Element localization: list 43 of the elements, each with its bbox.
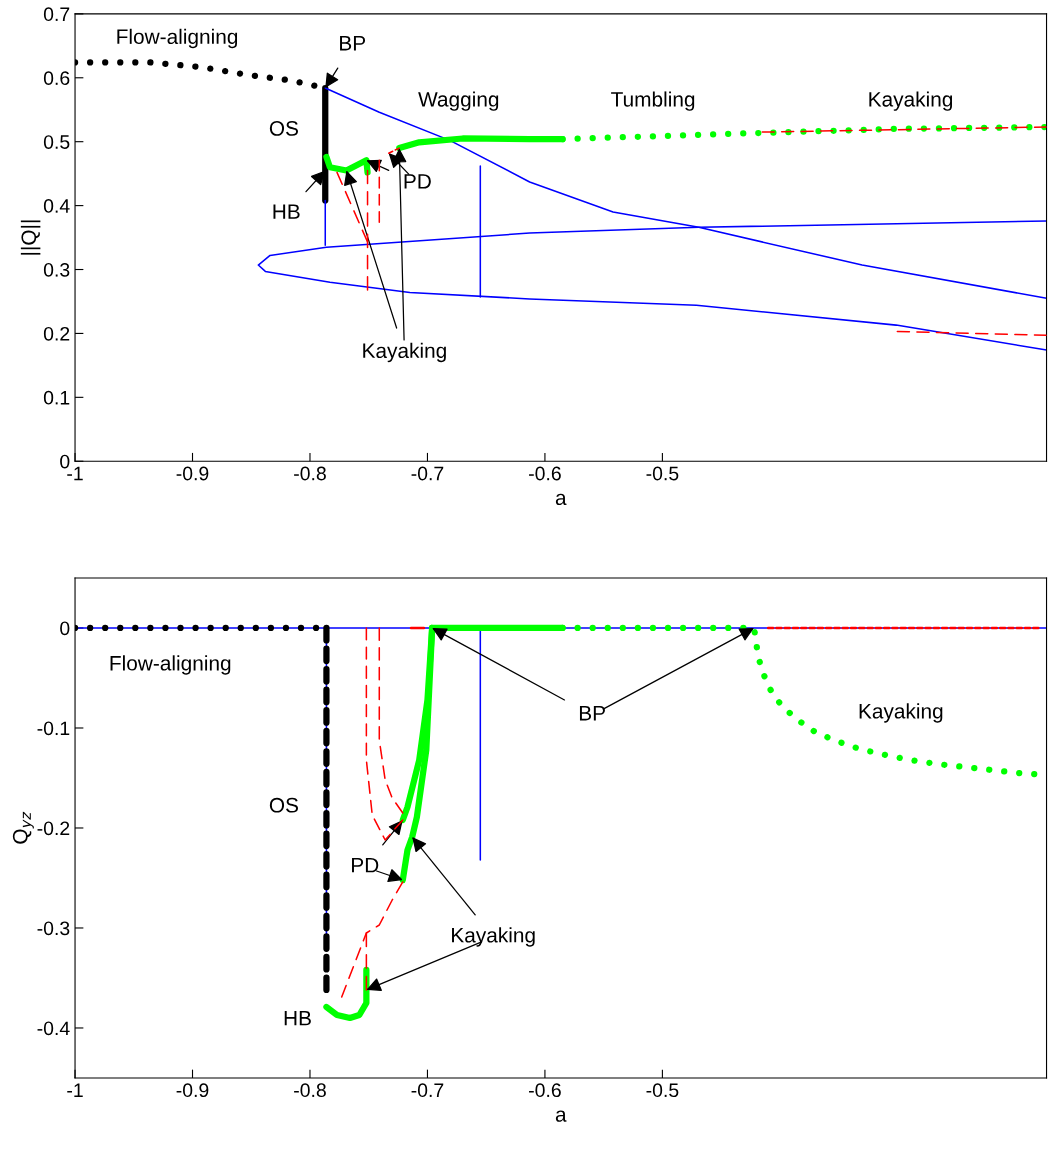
annotation: OS — [269, 121, 298, 136]
y-tick-label: -0.1 — [37, 721, 70, 736]
y-tick-label: 0.6 — [43, 71, 70, 86]
y-tick-label: 0.7 — [43, 7, 70, 22]
annotation: BP — [340, 36, 366, 51]
x-tick-label: -0.5 — [646, 1083, 679, 1098]
y-tick-label: 0.2 — [43, 326, 70, 341]
x-tick-label: -0.5 — [646, 466, 679, 481]
y-tick-label: -0.3 — [37, 921, 70, 936]
annotation: Kayaking — [859, 703, 943, 723]
y-tick-label: 0 — [60, 621, 70, 636]
annotation: HB — [273, 204, 300, 219]
annotation: Kayaking — [363, 342, 446, 363]
annotation: PD — [352, 858, 379, 873]
y-tick-label: 0.4 — [43, 199, 70, 213]
annotation: PD — [404, 174, 431, 189]
x-axis-title: a — [555, 1110, 567, 1122]
y-tick-label: -0.4 — [37, 1021, 70, 1036]
x-tick-label: -0.8 — [294, 1083, 326, 1098]
annotation: Tumbling — [611, 91, 695, 111]
x-tick-label: -0.7 — [411, 1083, 444, 1098]
x-tick-label: -0.9 — [176, 1083, 209, 1098]
y-tick-label: 0.1 — [43, 390, 70, 405]
annotation: Flow-aligning — [117, 28, 238, 49]
x-tick-label: -1 — [67, 1083, 83, 1097]
y-tick-label: 0.3 — [43, 262, 70, 277]
y-tick-label: -0.2 — [37, 821, 70, 836]
annotation: Wagging — [418, 91, 499, 111]
x-tick-label: -0.7 — [411, 466, 444, 481]
annotation: HB — [284, 1011, 311, 1026]
y-tick-label: 0.5 — [43, 135, 70, 149]
y-axis-title: Q$_{yz}$ — [12, 811, 34, 844]
annotation: Flow-aligning — [110, 655, 231, 675]
x-axis-title: a — [555, 493, 567, 506]
x-tick-label: -0.6 — [529, 466, 561, 481]
annotation: Kayaking — [869, 91, 953, 111]
y-axis-title: ||Q|| — [20, 220, 41, 255]
x-tick-label: -0.8 — [294, 466, 326, 481]
annotation: Kayaking — [452, 927, 535, 947]
x-tick-label: -0.6 — [529, 1083, 561, 1098]
annotation: BP — [579, 706, 605, 721]
x-tick-label: -0.9 — [176, 466, 209, 481]
annotation: OS — [269, 797, 298, 813]
